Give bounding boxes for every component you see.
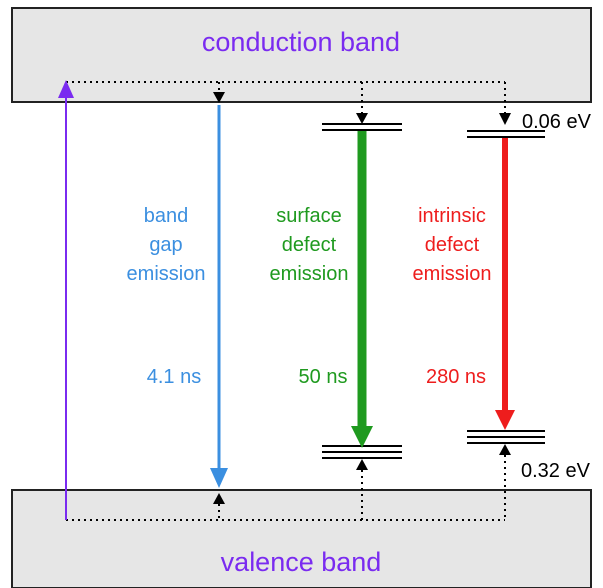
lower-relaxation-arrowheads [213, 444, 511, 504]
lower-relaxation-path [66, 455, 506, 521]
excitation-arrow [58, 80, 74, 520]
surface-defect-upper-levels [322, 123, 402, 131]
conduction-band: conduction band [11, 7, 592, 103]
lower-energy-label: 0.32 eV [521, 460, 591, 482]
surface-defect-label-line-3: emission [270, 263, 349, 285]
intrinsic-defect-label-line-3: emission [413, 263, 492, 285]
intrinsic-defect-label-line-1: intrinsic [418, 205, 486, 227]
intrinsic-defect-emission-arrow [495, 138, 515, 430]
surface-defect-emission-arrow [351, 131, 373, 448]
upper-relaxation-arrowheads [213, 92, 511, 125]
surface-defect-label-line-2: defect [282, 234, 337, 256]
intrinsic-defect-lower-levels [467, 430, 545, 444]
intrinsic-defect-label-line-2: defect [425, 234, 480, 256]
surface-defect-label-line-1: surface [276, 205, 342, 227]
band-gap-emission-label: band gap emission [127, 205, 206, 285]
intrinsic-defect-emission-label: intrinsic defect emission [413, 205, 492, 285]
band-gap-label-line-3: emission [127, 263, 206, 285]
intrinsic-defect-lifetime: 280 ns [426, 366, 486, 388]
upper-energy-label: 0.06 eV [522, 111, 592, 133]
valence-band-label: valence band [221, 547, 382, 577]
valence-band: valence band [11, 489, 592, 588]
band-gap-lifetime: 4.1 ns [147, 366, 201, 388]
upper-relaxation-path [66, 81, 506, 114]
band-gap-emission-arrow [210, 105, 228, 488]
band-gap-label-line-2: gap [149, 234, 182, 256]
surface-defect-lifetime: 50 ns [299, 366, 348, 388]
band-gap-label-line-1: band [144, 205, 189, 227]
intrinsic-defect-upper-levels [467, 130, 545, 138]
conduction-band-label: conduction band [202, 27, 400, 57]
surface-defect-emission-label: surface defect emission [270, 205, 349, 285]
